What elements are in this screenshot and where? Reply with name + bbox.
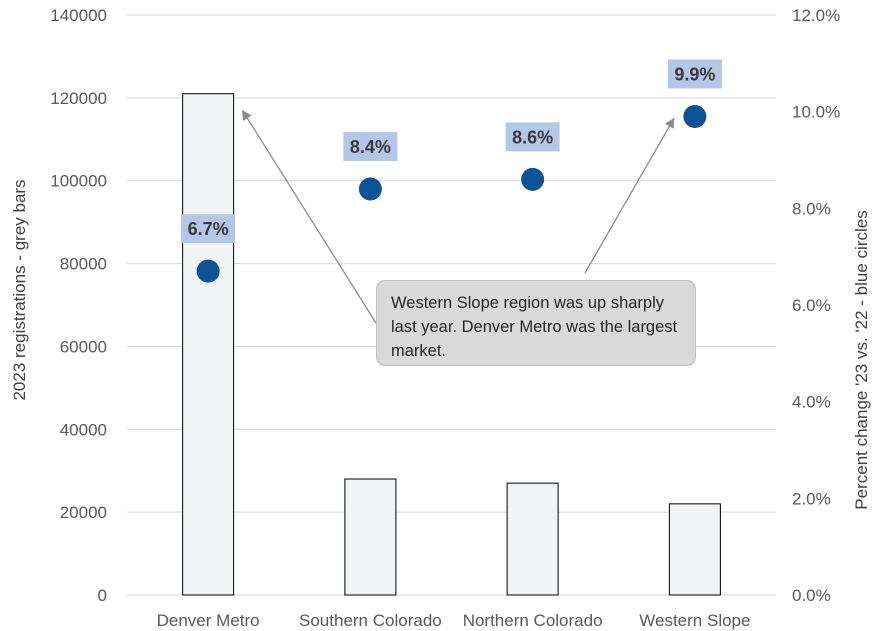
x-tick-label: Western Slope [639,611,750,630]
annotation-callout: Western Slope region was up sharply last… [376,280,696,366]
right-axis-title: Percent change '23 vs. '22 - blue circle… [852,210,871,509]
x-tick-label: Northern Colorado [463,611,603,630]
bar [344,478,397,596]
circle-series: 6.7% 8.4% 8.6% 9.9% [181,59,722,283]
circle-point [683,105,707,128]
data-label-bg [343,132,398,161]
left-axis-ticks: 0 20000 40000 60000 80000 100000 120000 140000 [50,6,107,605]
y2-tick-label: 12.0% [792,6,840,25]
data-label-bg [667,59,722,89]
y2-tick-label: 0.0% [792,586,831,605]
left-axis-title: 2023 registrations - grey bars [10,179,29,400]
y2-tick-label: 4.0% [792,393,831,412]
y-tick-label: 0 [98,586,107,605]
arrow-to-denver-metro [242,109,377,324]
annotation-arrows [242,109,675,324]
y-tick-label: 60000 [60,337,107,356]
bar [668,503,721,596]
y-tick-label: 100000 [50,172,107,191]
data-label: 8.6% [512,127,553,147]
arrow-to-western-slope [584,117,675,274]
gridlines [127,14,776,596]
y-tick-label: 120000 [50,89,107,108]
y-tick-label: 140000 [50,6,107,25]
y-tick-label: 40000 [60,420,107,439]
right-axis-ticks: 0.0% 2.0% 4.0% 6.0% 8.0% 10.0% 12.0% [792,6,840,605]
data-label-bg [505,122,560,152]
data-label: 9.9% [674,65,715,85]
circle-point [521,167,545,191]
data-label: 6.7% [188,219,229,239]
bar [182,93,235,596]
x-tick-label: Denver Metro [157,611,260,630]
bar-series [182,93,721,596]
data-label: 8.4% [350,137,391,157]
y-tick-label: 80000 [60,255,107,274]
y2-tick-label: 6.0% [792,296,831,315]
category-axis-ticks: Denver Metro Southern Colorado Northern Co… [157,611,751,630]
y2-tick-label: 10.0% [792,103,840,122]
bar [506,482,559,596]
y2-tick-label: 2.0% [792,489,831,508]
y2-tick-label: 8.0% [792,199,831,218]
x-tick-label: Southern Colorado [299,611,442,630]
circle-point [196,259,220,283]
data-label-bg [181,214,236,244]
circle-point [358,177,382,201]
y-tick-label: 20000 [60,503,107,522]
